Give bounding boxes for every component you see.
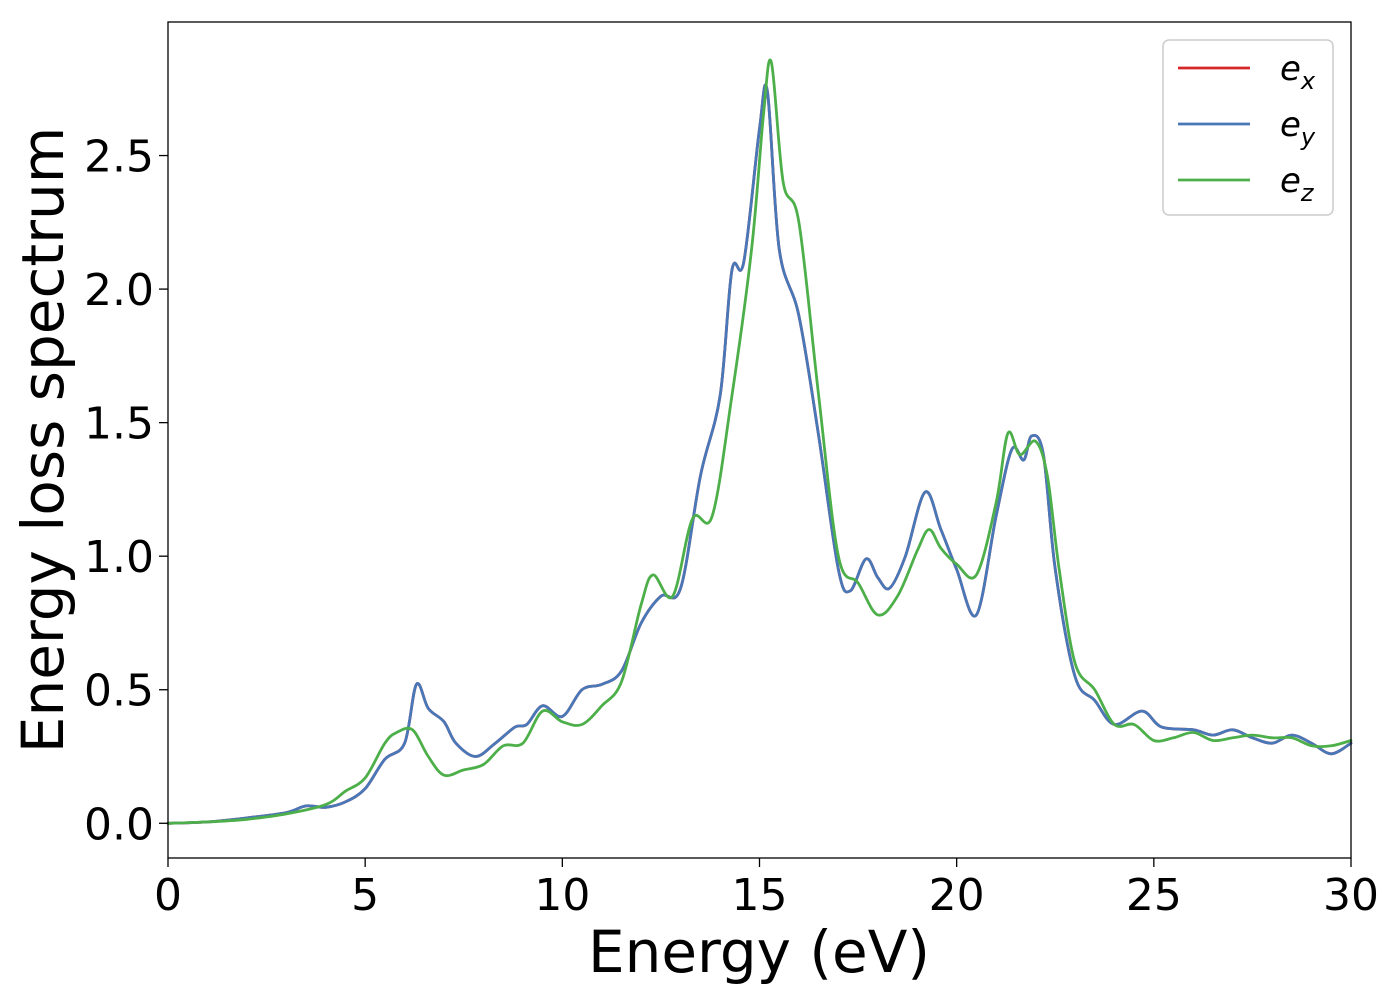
legend-item-z: ez <box>1178 161 1315 207</box>
x-tick-label: 20 <box>929 870 985 921</box>
y-tick-label: 2.0 <box>84 265 154 316</box>
legend-label-base: e <box>1280 49 1301 89</box>
legend-item-y: ey <box>1178 105 1316 151</box>
y-tick-label: 0.0 <box>84 799 154 850</box>
x-tick-label: 15 <box>732 870 788 921</box>
legend-label-subscript: y <box>1300 123 1316 151</box>
x-tick-label: 25 <box>1126 870 1182 921</box>
y-tick-label: 0.5 <box>84 666 154 717</box>
legend-label-base: e <box>1280 161 1301 201</box>
y-tick-label: 1.5 <box>84 399 154 450</box>
legend-box <box>1162 39 1334 216</box>
legend-item-x: ex <box>1178 49 1316 95</box>
x-tick-label: 10 <box>534 870 590 921</box>
legend-label-subscript: z <box>1300 179 1315 207</box>
x-tick-label: 0 <box>154 870 182 921</box>
y-tick-label: 2.5 <box>84 132 154 183</box>
legend-label-base: e <box>1280 105 1301 145</box>
legend-label: ex <box>1280 49 1316 95</box>
legend-label-subscript: x <box>1300 67 1316 95</box>
x-axis: 0 5 10 15 20 25 30 <box>154 858 1379 921</box>
legend-label: ez <box>1280 161 1315 207</box>
y-axis-label: Energy loss spectrum <box>9 127 77 753</box>
y-axis: 0.0 0.5 1.0 1.5 2.0 2.5 <box>84 132 168 850</box>
y-tick-label: 1.0 <box>84 532 154 583</box>
x-tick-label: 30 <box>1323 870 1379 921</box>
plot-lines <box>166 58 1353 825</box>
series-line-y <box>166 83 1353 825</box>
series-line-z <box>166 58 1353 825</box>
x-tick-label: 5 <box>351 870 379 921</box>
legend-label: ey <box>1280 105 1316 151</box>
x-axis-label: Energy (eV) <box>588 918 930 986</box>
